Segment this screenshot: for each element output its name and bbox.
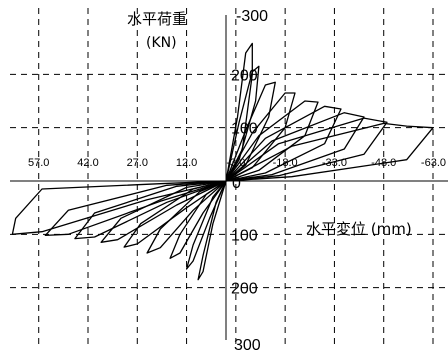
y-axis-title: 水平荷重	[127, 10, 187, 28]
grid-lines	[10, 8, 446, 346]
hysteresis-loop-4	[146, 92, 296, 254]
x-tick-label: 12.0	[176, 157, 197, 169]
x-tick-label: -33.0	[322, 157, 347, 169]
y-tick-label: 200	[231, 281, 258, 298]
y-tick-label: 200	[231, 67, 258, 84]
y-tick-label: 100	[231, 227, 258, 244]
y-axis-unit: (KN)	[146, 35, 177, 51]
x-tick-label: 57.0	[28, 157, 49, 169]
hysteresis-loop-5	[123, 100, 319, 248]
y-tick-label: 300	[234, 337, 261, 354]
hysteresis-loop-9	[11, 122, 434, 235]
x-axis-title: 水平変位 (mm)	[306, 220, 412, 238]
x-tick-label: -3.0	[226, 157, 245, 169]
x-tick-label: -63.0	[421, 157, 446, 169]
load-displacement-curves	[11, 42, 434, 281]
x-tick-label: 27.0	[127, 157, 148, 169]
y-tick-label: 0	[232, 175, 241, 192]
x-tick-label: 42.0	[77, 157, 98, 169]
x-tick-label: -18.0	[273, 157, 298, 169]
x-tick-label: -48.0	[371, 157, 396, 169]
y-tick-label: -300	[236, 8, 268, 25]
y-tick-label: 100	[231, 121, 258, 138]
tick-labels: 57.0 42.0 27.0 12.0 -3.0 -18.0 -33.0 -48.0 -63.0…	[28, 8, 446, 354]
